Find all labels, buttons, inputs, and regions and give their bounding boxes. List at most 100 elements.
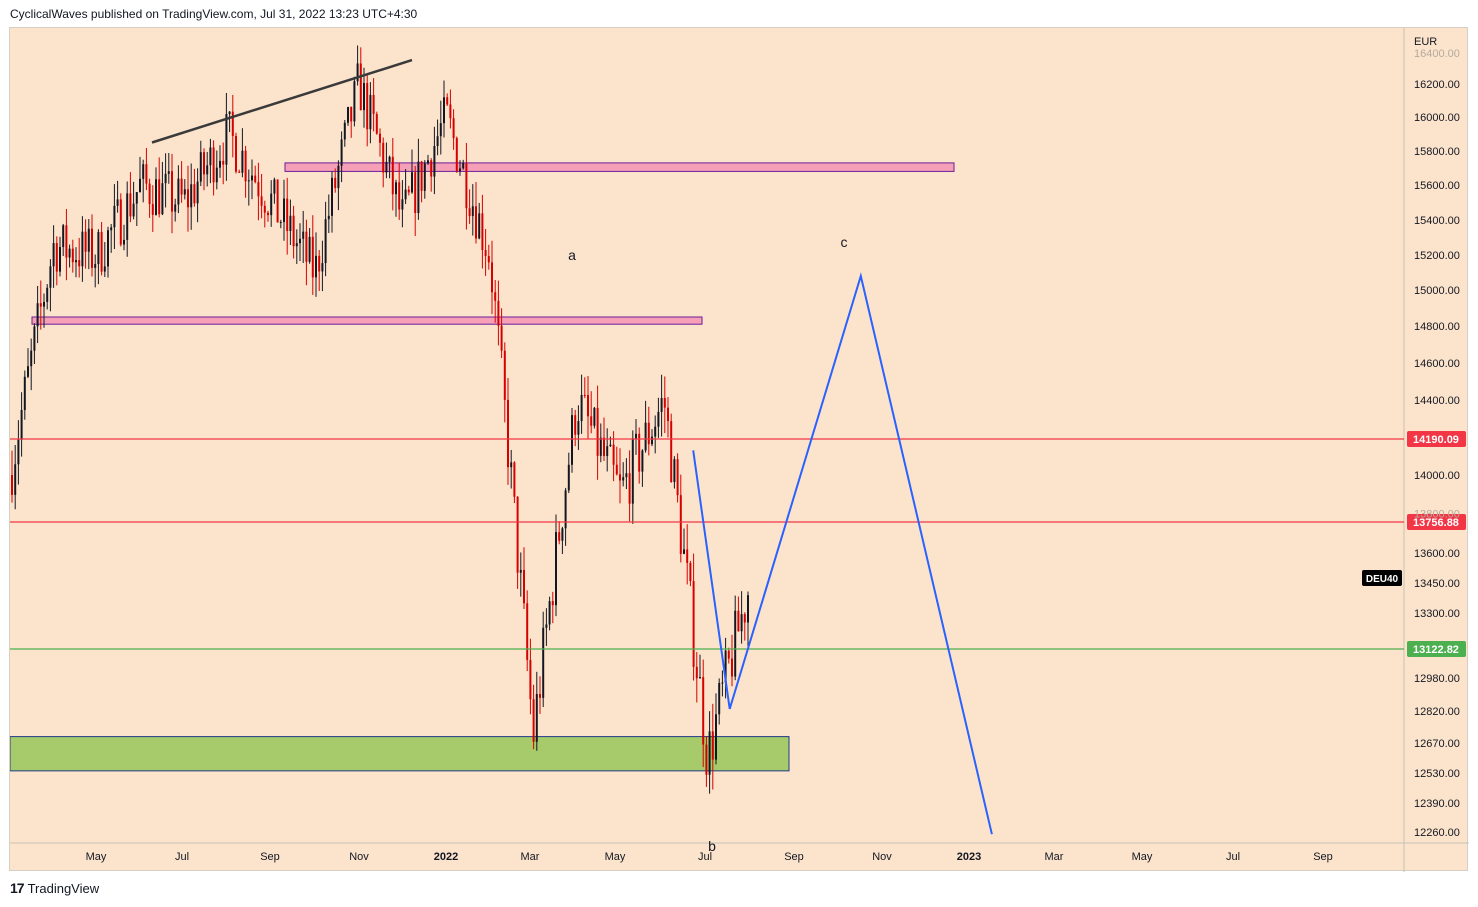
candle-up — [49, 266, 52, 288]
candle-down — [449, 104, 452, 119]
candle-up — [135, 192, 138, 204]
candle-down — [465, 162, 468, 209]
candle-up — [708, 731, 711, 775]
candle-down — [679, 495, 682, 554]
candle-up — [395, 182, 397, 195]
symbol-tag-bg — [1362, 570, 1402, 586]
candle-up — [340, 139, 343, 166]
candle-down — [494, 292, 497, 301]
candle-up — [651, 436, 653, 445]
candle-up — [295, 243, 298, 247]
candle-down — [507, 399, 509, 468]
candle-down — [619, 474, 621, 481]
candle-up — [228, 111, 231, 115]
x-tick-label: May — [1132, 851, 1153, 863]
candle-down — [702, 677, 705, 745]
price-line-label-bg-3 — [1407, 641, 1466, 657]
candle-up — [510, 462, 513, 468]
candle-up — [343, 122, 346, 140]
candle-down — [532, 699, 535, 742]
candle-up — [740, 614, 743, 632]
x-tick-label: Nov — [872, 851, 892, 863]
x-tick-label: May — [86, 851, 107, 863]
wave-label-b: b — [708, 838, 716, 854]
candle-up — [427, 160, 429, 164]
candle-up — [356, 63, 359, 82]
candle-up — [123, 239, 125, 245]
candle-down — [692, 581, 695, 667]
candle-up — [199, 152, 202, 182]
candle-up — [132, 203, 135, 217]
candle-down — [603, 437, 605, 457]
candle-down — [391, 156, 394, 195]
candle-up — [289, 215, 292, 232]
x-tick-label: 2023 — [957, 851, 981, 863]
candle-down — [244, 150, 247, 182]
candle-down — [500, 325, 503, 351]
candle-up — [302, 231, 305, 239]
candle-up — [609, 444, 612, 447]
candle-down — [372, 94, 375, 114]
candle-down — [267, 212, 269, 216]
publish-attribution: CyclicalWaves published on TradingView.c… — [10, 7, 418, 21]
candle-down — [158, 179, 161, 215]
candle-up — [190, 184, 193, 208]
footer-brand[interactable]: 17 TradingView — [10, 880, 99, 896]
candle-down — [71, 248, 74, 263]
candle-up — [167, 171, 170, 174]
y-tick-label: 14600.00 — [1414, 358, 1460, 370]
candle-up — [142, 164, 145, 179]
candle-down — [647, 422, 650, 445]
candle-down — [379, 133, 381, 143]
candle-down — [455, 138, 458, 172]
candle-up — [177, 178, 180, 205]
y-tick-label: 15600.00 — [1414, 180, 1460, 192]
candle-up — [660, 398, 663, 412]
candle-down — [516, 496, 519, 573]
candle-up — [353, 81, 356, 122]
candle-down — [526, 603, 529, 661]
candle-up — [593, 407, 596, 426]
candle-up — [273, 179, 276, 194]
candle-up — [443, 97, 445, 124]
candle-up — [654, 426, 657, 437]
y-tick-label: 12260.00 — [1414, 827, 1460, 839]
y-tick-label: 12530.00 — [1414, 768, 1460, 780]
candle-up — [545, 624, 548, 628]
candle-up — [439, 123, 442, 137]
candle-down — [212, 147, 215, 183]
candle-up — [23, 376, 26, 410]
y-tick-label: 12980.00 — [1414, 673, 1460, 685]
support-zone — [10, 736, 790, 772]
y-tick-label: 12390.00 — [1414, 798, 1460, 810]
candle-down — [193, 184, 196, 204]
candle-up — [561, 528, 564, 541]
candle-down — [84, 231, 87, 252]
candle-down — [574, 415, 577, 435]
candle-down — [663, 398, 666, 408]
candle-up — [606, 446, 609, 457]
candle-down — [238, 171, 241, 173]
candle-down — [151, 204, 154, 215]
candle-up — [571, 415, 573, 465]
candle-up — [283, 198, 285, 223]
candle-down — [91, 228, 93, 268]
resistance-zone — [284, 162, 955, 172]
y-tick-label: 15800.00 — [1414, 146, 1460, 158]
candle-down — [452, 118, 455, 139]
candle-down — [468, 208, 471, 217]
candle-up — [308, 236, 311, 262]
candle-up — [462, 162, 465, 169]
candle-down — [731, 658, 733, 677]
candle-down — [596, 407, 599, 456]
resistance-zone — [31, 316, 703, 325]
candle-up — [155, 179, 157, 215]
candle-up — [433, 146, 436, 177]
candle-up — [459, 168, 461, 172]
candle-up — [270, 193, 273, 216]
candle-down — [171, 171, 173, 212]
candle-up — [30, 350, 33, 367]
candle-up — [81, 231, 84, 267]
price-line-label-2: 13756.88 — [1413, 517, 1459, 529]
